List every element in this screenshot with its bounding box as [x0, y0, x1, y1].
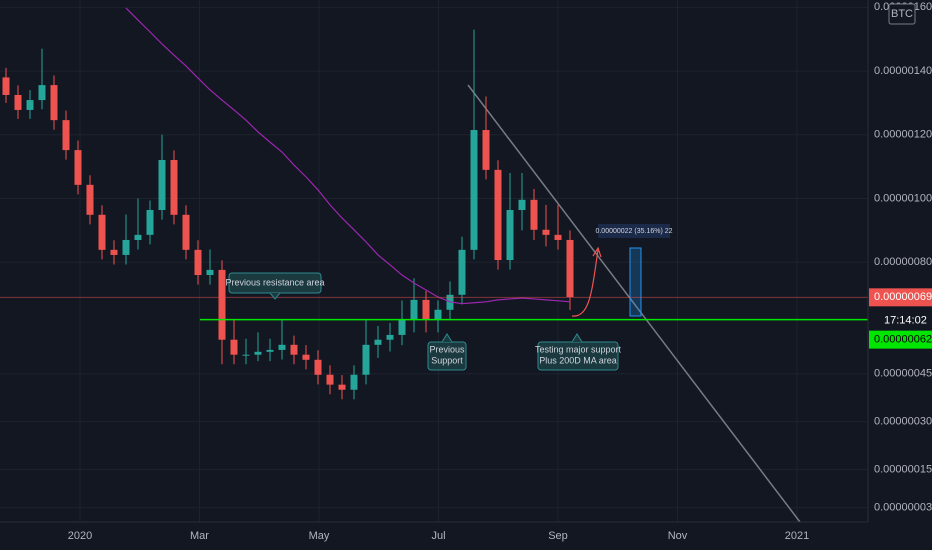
support-badge: [869, 330, 932, 349]
candle-body: [314, 359, 322, 375]
countdown-label: 17:14:02: [884, 315, 927, 327]
y-tick-label: 0.00000003: [874, 502, 932, 514]
symbol-label: BTC: [891, 8, 913, 20]
symbol-box: [888, 3, 916, 25]
candle-body: [362, 344, 370, 375]
annotation-text: Testing major support: [535, 344, 622, 354]
candle-body: [62, 120, 70, 151]
candle-body: [470, 130, 478, 250]
annotation-text: Previous: [429, 344, 465, 354]
candle-body: [398, 319, 406, 335]
candle-body: [434, 309, 442, 320]
candle-body: [290, 344, 298, 355]
y-tick-label: 0.00000080: [874, 256, 932, 268]
candle-body: [254, 351, 262, 355]
y-tick-label: 0.00000045: [874, 368, 932, 380]
candle-body: [542, 229, 550, 235]
time-axis: [0, 522, 932, 550]
annotation-text: Support: [431, 355, 463, 365]
candle-body: [110, 249, 118, 255]
y-tick-label: 0.00000100: [874, 192, 932, 204]
measure-label-box: [598, 224, 670, 238]
annotation-pointer: [269, 292, 281, 300]
candle-body: [170, 159, 178, 215]
candle-body: [194, 249, 202, 276]
candle-body: [386, 334, 394, 340]
x-tick-label: Sep: [548, 530, 568, 542]
y-tick-label: 0.00000030: [874, 416, 932, 428]
x-tick-label: 2020: [68, 530, 92, 542]
candle-body: [50, 85, 58, 121]
price-axis: [868, 0, 932, 550]
candle-body: [230, 339, 238, 355]
candle-body: [98, 214, 106, 250]
annotation-text: Plus 200D MA area: [539, 355, 617, 365]
candle-body: [218, 269, 226, 340]
x-tick-label: Nov: [668, 530, 688, 542]
annotation-pointer: [441, 333, 453, 343]
candle-body: [182, 214, 190, 250]
annotations: Previous resistance area Previous Suppor…: [225, 224, 673, 371]
candle-body: [86, 184, 94, 215]
x-tick-label: Jul: [431, 530, 445, 542]
candle-body: [554, 234, 562, 240]
measure-box: [629, 247, 642, 317]
axes: 0.000001600.000001400.000001200.00000100…: [68, 1, 932, 542]
candle-body: [302, 354, 310, 360]
candle-body: [458, 249, 466, 295]
candle-body: [206, 269, 214, 276]
y-tick-label: 0.00000140: [874, 65, 932, 77]
countdown-badge: [869, 311, 932, 330]
candle-body: [266, 349, 274, 352]
grid: [0, 0, 868, 522]
candle-body: [134, 234, 142, 240]
measure-label: 0.00000022 (35.16%) 22: [595, 228, 672, 235]
candle-body: [506, 210, 514, 261]
candle-body: [26, 100, 34, 110]
y-tick-label: 0.00000120: [874, 129, 932, 141]
candle-body: [242, 354, 250, 356]
candle-body: [530, 199, 538, 230]
candle-body: [350, 374, 358, 390]
candle-body: [14, 94, 22, 110]
candle-body: [410, 299, 418, 320]
x-tick-label: Mar: [190, 530, 209, 542]
y-tick-label: 0.00000015: [874, 463, 932, 475]
candle-body: [374, 339, 382, 345]
annotation-pointer: [571, 333, 583, 343]
moving-average: [125, 7, 571, 305]
x-tick-label: 2021: [785, 530, 809, 542]
candle-body: [122, 239, 130, 255]
candle-body: [278, 344, 286, 350]
support-label: 0.00000062: [874, 334, 932, 346]
candle-body: [566, 239, 574, 298]
candle-body: [518, 199, 526, 211]
candle-body: [146, 210, 154, 235]
candle-body: [338, 384, 346, 390]
candle-body: [2, 77, 10, 95]
candle-body: [38, 85, 46, 101]
candle-body: [326, 374, 334, 385]
annotation-text: Previous resistance area: [225, 277, 324, 287]
arrow-head: [592, 246, 602, 258]
last-price-label: 0.00000069: [874, 291, 932, 303]
x-tick-label: May: [309, 530, 330, 542]
candle-body: [74, 150, 82, 185]
marks: [0, 7, 868, 400]
trend-line: [467, 84, 801, 523]
last-price-badge: [869, 288, 932, 307]
candle-body: [494, 169, 502, 261]
candle-body: [158, 159, 166, 211]
projection-arrow: [571, 249, 599, 317]
candle-body: [482, 130, 490, 170]
candle-body: [422, 299, 430, 320]
